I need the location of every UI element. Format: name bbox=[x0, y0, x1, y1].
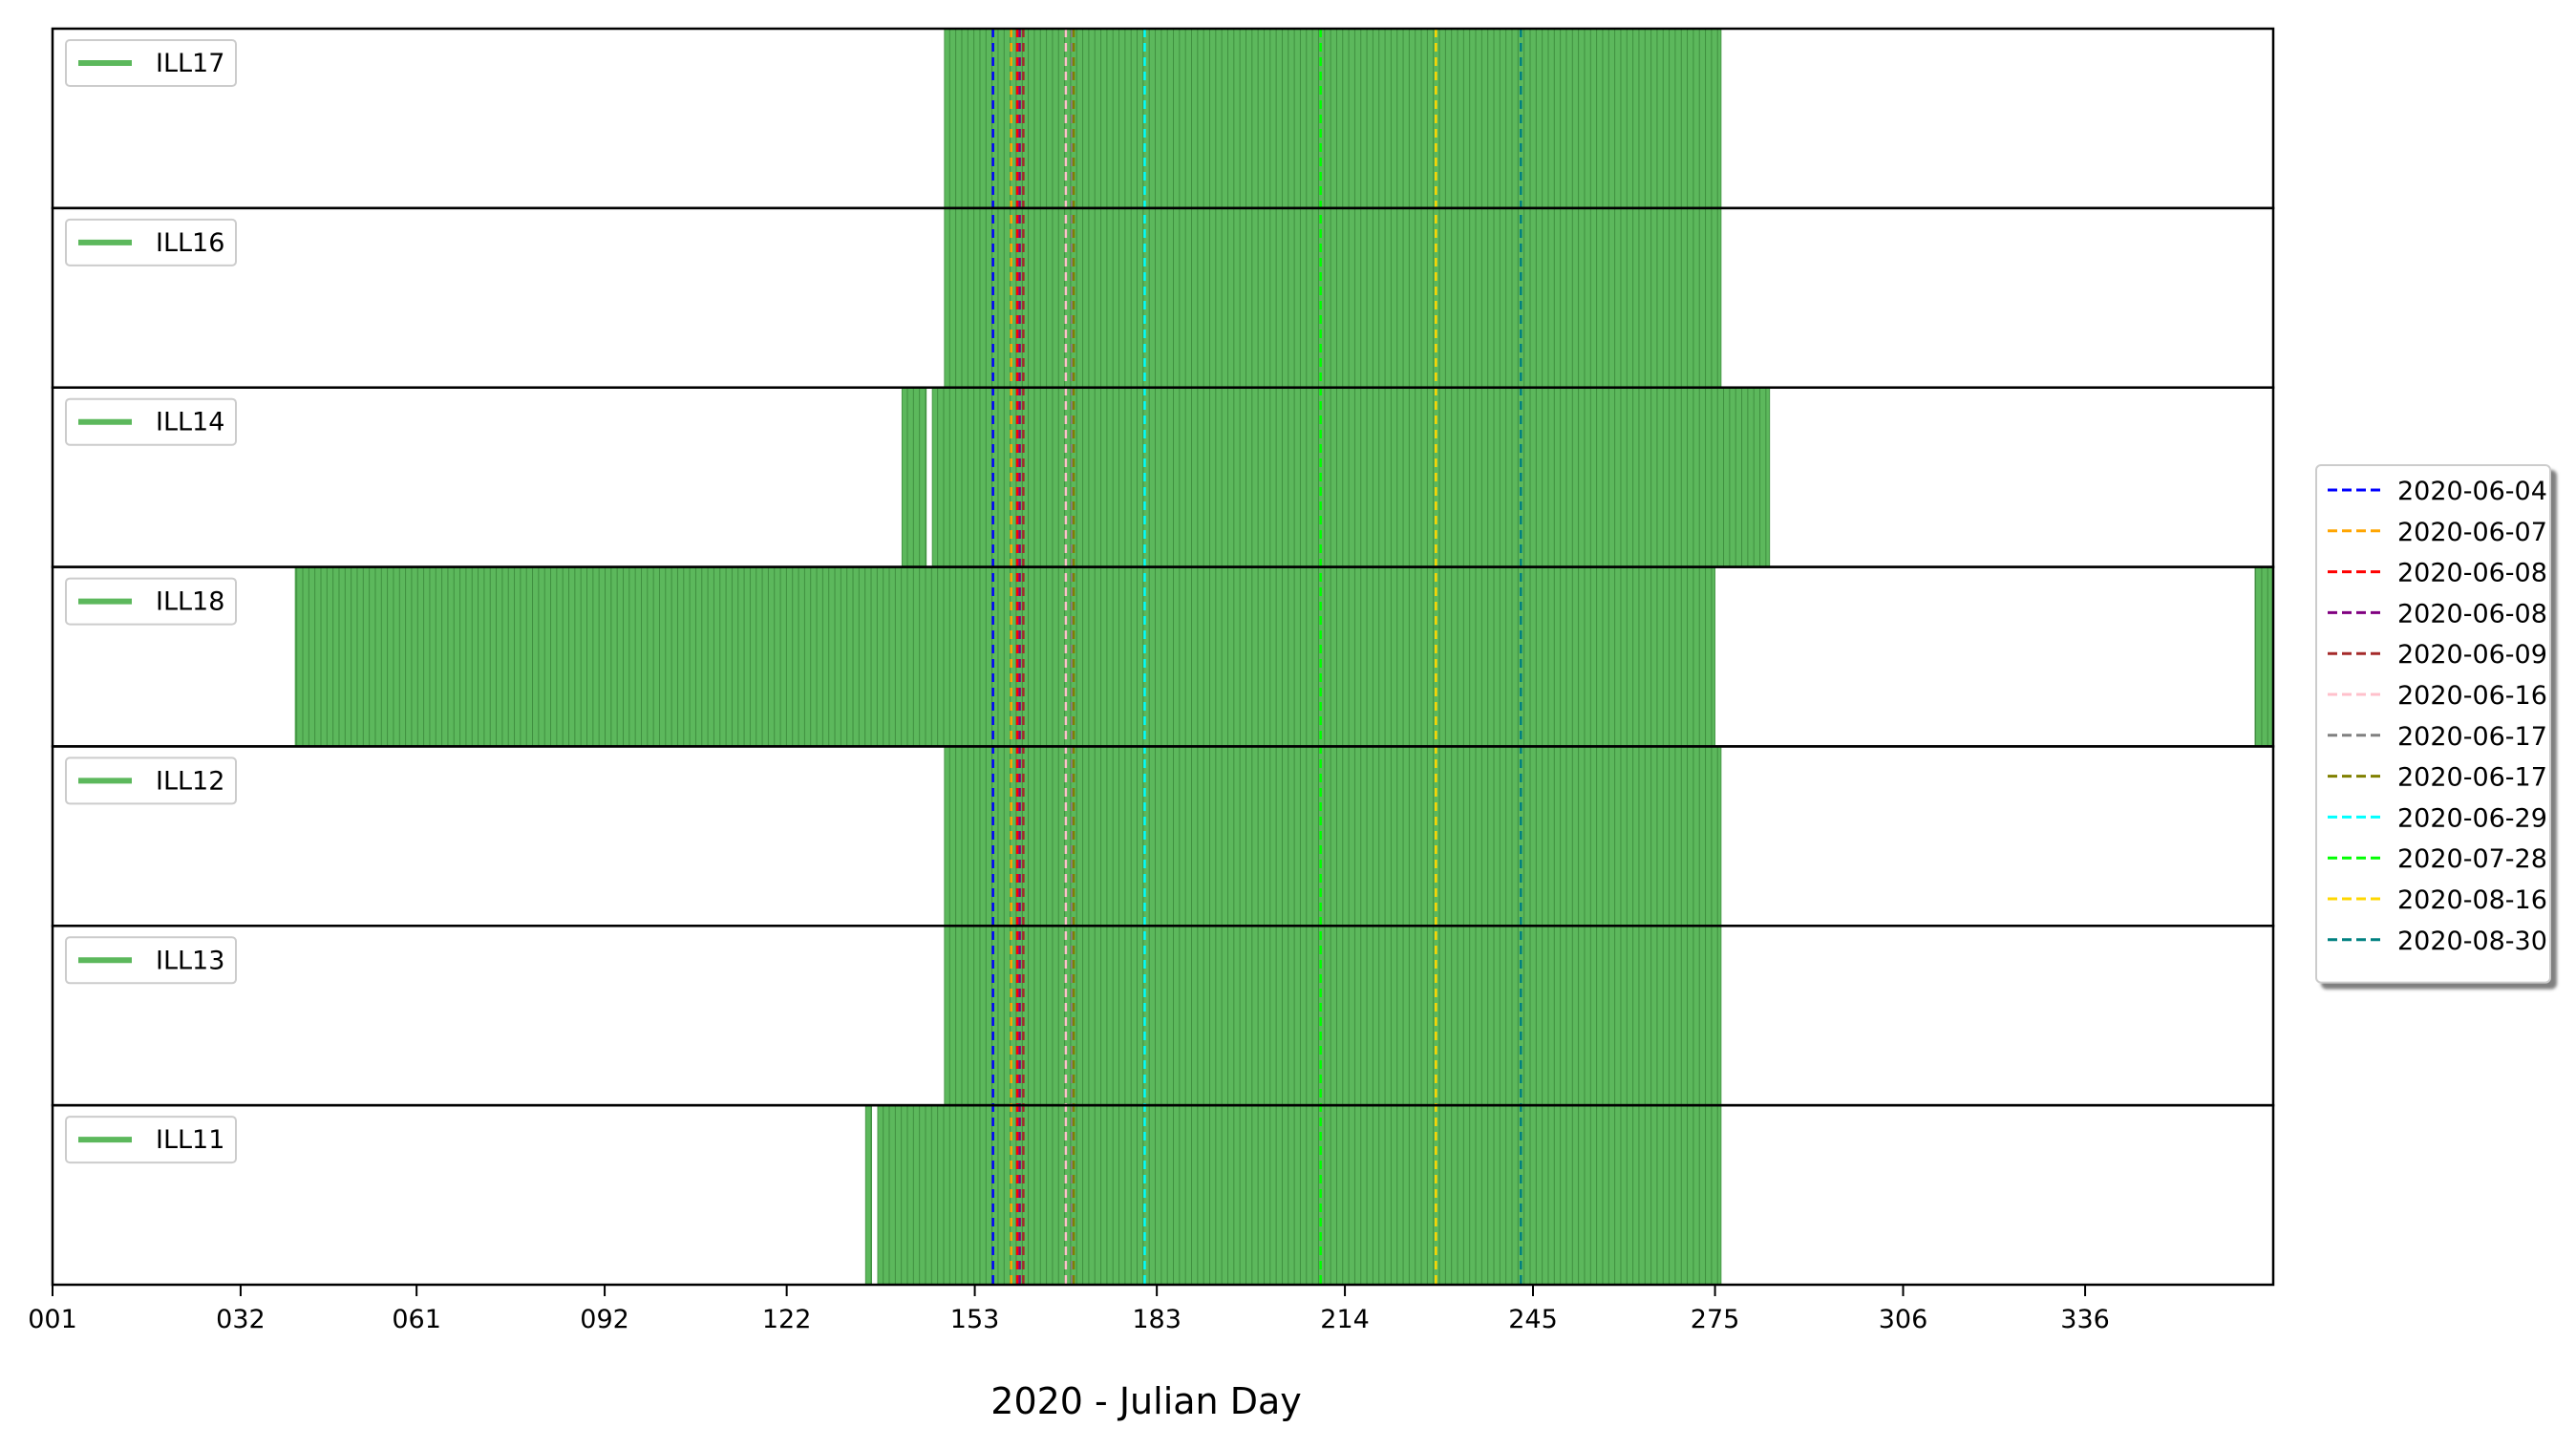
event-legend-label: 2020-06-08 bbox=[2397, 599, 2547, 629]
x-tick-label: 183 bbox=[1132, 1305, 1182, 1334]
panel-legend-ill16: ILL16 bbox=[65, 218, 237, 266]
event-legend-label: 2020-06-29 bbox=[2397, 803, 2547, 833]
event-legend-label: 2020-06-09 bbox=[2397, 640, 2547, 670]
presence-bar-ill17-0 bbox=[944, 28, 1722, 209]
panel-legend-label: ILL17 bbox=[156, 49, 224, 78]
presence-bar-ill16-0 bbox=[944, 207, 1722, 389]
presence-bar-ill12-0 bbox=[944, 746, 1722, 927]
x-axis-label: 2020 - Julian Day bbox=[990, 1380, 1301, 1422]
event-legend: 2020-06-04 2020-06-07 2020-06-08 2020-06-08… bbox=[2315, 464, 2551, 984]
panel-ill13 bbox=[944, 925, 1722, 1106]
event-legend-label: 2020-06-17 bbox=[2397, 722, 2547, 752]
event-legend-label: 2020-07-28 bbox=[2397, 844, 2547, 874]
panel-legend-ill18: ILL18 bbox=[65, 577, 237, 626]
panel-ill18 bbox=[294, 566, 2274, 747]
x-tick-label: 001 bbox=[28, 1305, 77, 1334]
panel-ill14 bbox=[901, 387, 1771, 567]
x-tick-label: 153 bbox=[950, 1305, 1000, 1334]
event-legend-box bbox=[2315, 464, 2551, 984]
x-tick-label: 245 bbox=[1508, 1305, 1558, 1334]
panel-legend-ill11: ILL11 bbox=[65, 1116, 237, 1164]
panel-legend-box bbox=[65, 577, 237, 626]
x-tick-label: 306 bbox=[1879, 1305, 1928, 1334]
panel-legend-label: ILL18 bbox=[156, 587, 224, 617]
presence-bar-ill18-1 bbox=[2254, 566, 2274, 747]
presence-bar-ill18-0 bbox=[294, 566, 1715, 747]
panel-legend-ill17: ILL17 bbox=[65, 39, 237, 87]
panel-legend-ill12: ILL12 bbox=[65, 756, 237, 805]
event-legend-label: 2020-06-17 bbox=[2397, 763, 2547, 793]
panel-legend-label: ILL12 bbox=[156, 766, 224, 796]
x-tick-label: 092 bbox=[580, 1305, 629, 1334]
presence-bar-ill11-0 bbox=[864, 1104, 872, 1286]
event-lines-layer bbox=[991, 29, 1522, 1285]
panel-legend-ill14: ILL14 bbox=[65, 397, 237, 446]
panel-legend-box bbox=[65, 39, 237, 87]
x-tick-label: 032 bbox=[216, 1305, 266, 1334]
panel-legend-label: ILL14 bbox=[156, 408, 224, 437]
event-legend-label: 2020-06-04 bbox=[2397, 477, 2547, 506]
event-legend-label: 2020-06-16 bbox=[2397, 681, 2547, 711]
panel-legend-ill13: ILL13 bbox=[65, 936, 237, 985]
panel-legends-layer: ILL17 ILL16 ILL14 ILL18 ILL12 ILL13 ILL11 bbox=[65, 39, 237, 1164]
x-tick-label: 214 bbox=[1320, 1305, 1370, 1334]
panel-legend-label: ILL13 bbox=[156, 946, 224, 975]
presence-bar-ill14-0 bbox=[901, 387, 927, 567]
panel-frames-layer bbox=[51, 27, 2275, 1287]
panels-layer bbox=[294, 28, 2274, 1286]
panel-legend-label: ILL11 bbox=[156, 1125, 224, 1155]
presence-bar-ill14-1 bbox=[931, 387, 1771, 567]
panel-legend-box bbox=[65, 218, 237, 266]
presence-bar-ill13-0 bbox=[944, 925, 1722, 1106]
panel-legend-box bbox=[65, 756, 237, 805]
event-legend-label: 2020-08-16 bbox=[2397, 885, 2547, 915]
panel-ill16 bbox=[944, 207, 1722, 389]
event-legend-label: 2020-08-30 bbox=[2397, 927, 2547, 956]
event-legend-label: 2020-06-07 bbox=[2397, 518, 2547, 547]
panel-legend-box bbox=[65, 936, 237, 985]
presence-bar-ill11-1 bbox=[877, 1104, 1722, 1286]
panel-legend-box bbox=[65, 397, 237, 446]
x-axis: 001 032 061 092 122 153 183 214 245 275 306 336 bbox=[28, 1285, 2110, 1334]
x-tick-label: 122 bbox=[762, 1305, 812, 1334]
panel-ill17 bbox=[944, 28, 1722, 209]
panel-ill12 bbox=[944, 746, 1722, 927]
panel-legend-box bbox=[65, 1116, 237, 1164]
panel-legend-label: ILL16 bbox=[156, 228, 224, 258]
x-tick-label: 061 bbox=[392, 1305, 441, 1334]
x-tick-label: 336 bbox=[2060, 1305, 2110, 1334]
panel-frame bbox=[51, 1103, 2275, 1287]
event-legend-label: 2020-06-08 bbox=[2397, 559, 2547, 588]
x-tick-label: 275 bbox=[1691, 1305, 1740, 1334]
